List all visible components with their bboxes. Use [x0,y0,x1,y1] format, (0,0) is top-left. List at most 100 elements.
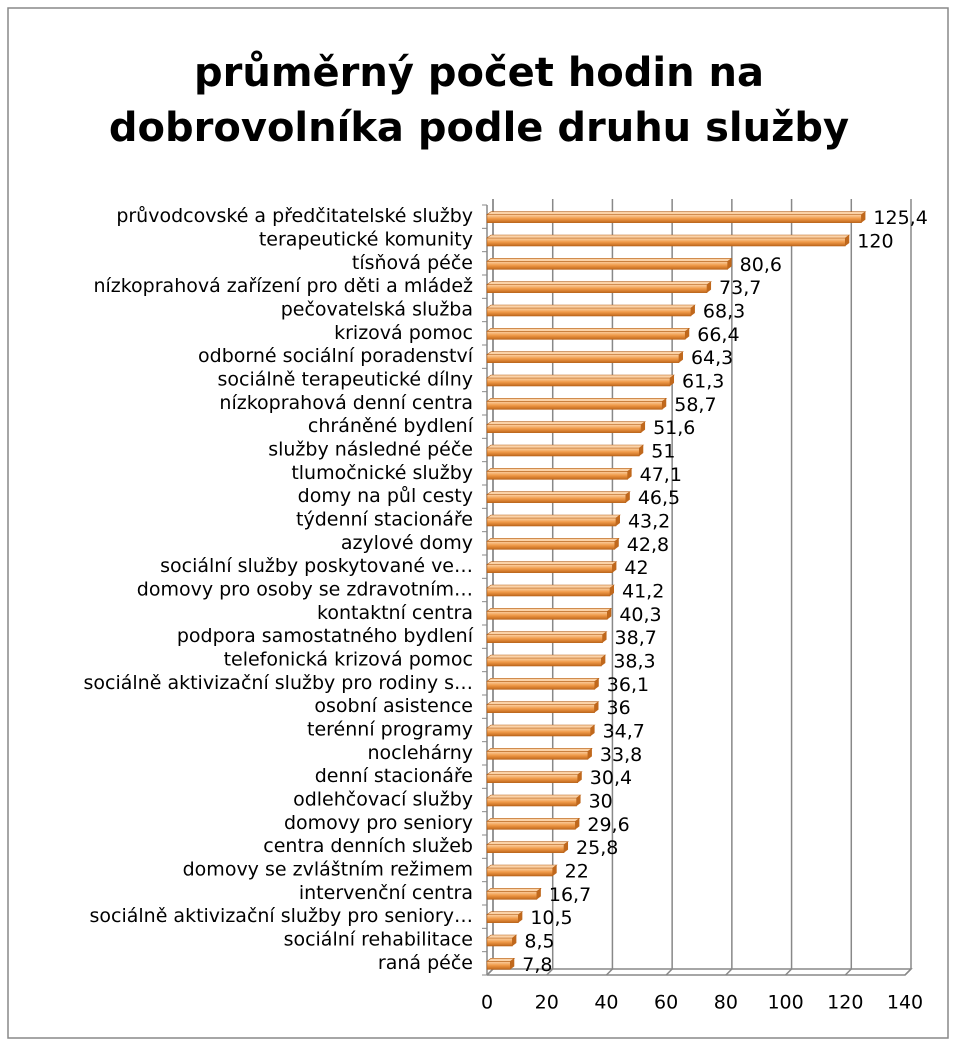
bar-side [685,328,690,340]
data-label: 66,4 [697,324,739,346]
y-tick-label: chráněné bydlení [308,415,474,437]
data-label: 41,2 [622,581,664,603]
bar-side [575,818,580,830]
bar [486,611,608,620]
bar-side [690,305,695,316]
y-tick-label: denní stacionáře [315,765,473,787]
bar-side [707,281,712,293]
data-label: 47,1 [640,464,682,486]
data-label: 46,5 [638,487,680,509]
x-tick-label: 120 [827,992,863,1014]
bar-side [512,935,517,946]
bar [486,517,617,527]
bar-side [678,351,683,363]
bar-side [627,468,632,480]
bar-side [845,235,850,246]
data-label: 33,8 [600,744,642,766]
data-label: 29,6 [587,814,629,836]
data-label: 80,6 [740,254,782,276]
bar-side [576,795,581,806]
bar-side [639,445,644,456]
bar-side [594,678,599,690]
bar [486,331,686,340]
bar [486,377,671,387]
y-tick-label: tísňová péče [352,252,473,274]
tick-mark [725,968,733,976]
data-label: 36,1 [607,674,649,696]
bar [486,214,862,223]
data-label: 22 [565,861,589,883]
y-tick-label: kontaktní centra [317,602,473,624]
bar-side [625,491,630,503]
bar [486,961,511,970]
y-tick-label: sociálně aktivizační služby pro rodiny s… [84,672,474,694]
y-tick-label: domovy se zvláštním režimem [183,859,473,881]
bar-top [486,958,516,962]
y-tick-label: terénní programy [307,719,473,741]
bar [486,914,519,923]
y-tick-label: nízkoprahová denní centra [219,392,473,414]
bar-side [615,515,620,526]
bar-top [486,794,582,799]
bar [486,681,596,690]
bar-top [486,468,633,472]
data-label: 40,3 [619,604,661,626]
bar [486,494,627,503]
bar-top [486,748,593,752]
bar-side [564,841,569,853]
tick-mark [486,968,494,976]
y-tick-label: azylové domy [341,532,473,554]
y-tick-label: osobní asistence [314,695,473,717]
data-label: 64,3 [691,347,733,369]
y-tick-label: sociálně terapeutické dílny [218,369,473,391]
bar [486,821,576,830]
data-label: 8,5 [524,931,554,953]
y-tick-label: průvodcovské a předčitatelské služby [116,205,473,227]
tick-mark [546,968,554,976]
bar-top [486,398,668,402]
bar-side [614,538,619,550]
y-tick-label: domy na půl cesty [298,485,473,507]
bar [486,727,591,737]
data-label: 61,3 [682,371,724,393]
x-tick-label: 100 [767,992,803,1014]
data-label: 10,5 [530,907,572,929]
data-label: 16,7 [549,884,591,906]
bar [486,354,680,363]
bar [486,587,611,597]
data-label: 73,7 [719,277,761,299]
x-tick-label: 40 [594,992,618,1014]
y-tick-label: sociální služby poskytované ve… [160,555,473,577]
bar [486,751,589,760]
bar [486,657,602,667]
bar-top [486,421,646,425]
bar-side [601,655,606,666]
data-label: 58,7 [674,394,716,416]
tick-mark [665,968,673,976]
data-label: 34,7 [603,721,645,743]
x-tick-label: 80 [714,992,738,1014]
data-label: 42,8 [627,534,669,556]
bar-top [486,491,631,495]
y-tick-label: služby následné péče [268,439,473,461]
bar-side [510,958,515,970]
bar-top [486,701,600,705]
bar-top [486,841,569,845]
bar-top [486,538,620,542]
y-tick-label: odlehčovací služby [293,789,473,811]
data-label: 43,2 [628,511,670,533]
bar-top [486,888,542,892]
bar-top [486,304,696,309]
bar-side [610,585,615,596]
bar-side [662,398,667,410]
y-tick-label: odborné sociální poradenství [198,345,474,367]
frame [7,7,949,1039]
tick-mark [605,968,613,976]
bar-top [486,561,618,565]
bar-side [552,865,557,876]
tick-mark [904,968,912,976]
bar-top [486,258,733,262]
data-label: 42 [624,557,648,579]
bar [486,564,613,573]
